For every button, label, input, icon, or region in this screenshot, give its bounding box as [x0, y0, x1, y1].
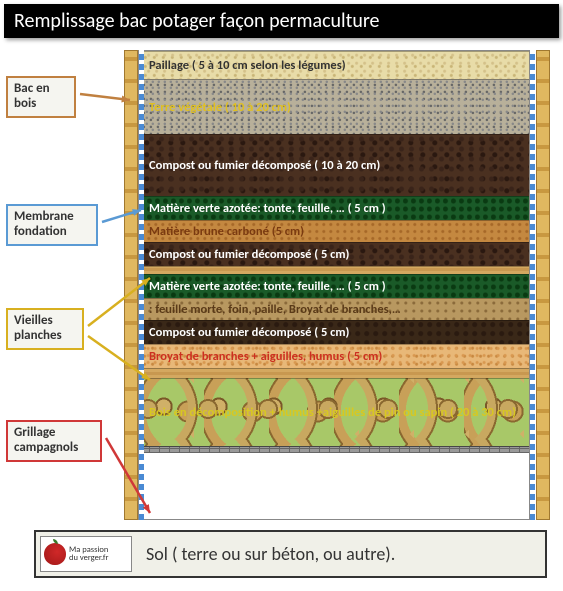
wooden-post-left — [124, 50, 138, 520]
layer-label: Bois en décomposition + humus +aiguilles… — [149, 405, 526, 420]
callout-label: Bac en bois — [14, 81, 50, 111]
wooden-post-right — [536, 50, 550, 520]
layer-row: Compost ou fumier décomposé ( 5 cm) — [139, 242, 529, 266]
layer-row: Bois en décomposition + humus +aiguilles… — [139, 378, 529, 446]
layer-row — [139, 266, 529, 274]
membrane-left — [139, 50, 144, 520]
apple-icon — [44, 543, 66, 565]
layer-label: Compost ou fumier décomposé ( 5 cm) — [149, 247, 349, 262]
layer-row: Compost ou fumier décomposé ( 5 cm) — [139, 320, 529, 344]
callout-label: Grillage campagnols — [14, 425, 78, 455]
callout-box: Grillage campagnols — [6, 420, 102, 462]
layers-container: Paillage ( 5 à 10 cm selon les légumes) T… — [138, 50, 530, 520]
layer-label: Compost ou fumier décomposé ( 10 à 20 cm… — [149, 158, 380, 173]
callout-box: Membrane fondation — [6, 204, 98, 246]
logo-text: Ma passion du verger.fr — [69, 546, 109, 563]
layer-label: Broyat de branches + aiguilles, humus ( … — [149, 349, 382, 364]
layer-row — [139, 446, 529, 453]
callout-box: Vieilles planches — [6, 308, 84, 350]
page-title: Remplissage bac potager façon permacultu… — [14, 9, 380, 33]
layer-label: Compost ou fumier décomposé ( 5 cm) — [149, 325, 349, 340]
layer-label: Terre végétale ( 10 à 20 cm) — [149, 100, 291, 115]
layer-label: Matière verte azotée: tonte, feuille, … … — [149, 201, 386, 216]
layer-label: Matière brune carboné (5 cm) — [149, 224, 304, 239]
title-bar: Remplissage bac potager façon permacultu… — [4, 4, 559, 38]
layer-label: : feuille morte, foin, paille, Broyat de… — [149, 302, 401, 317]
soil-label: Sol ( terre ou sur béton, ou autre). — [146, 543, 395, 565]
layer-row: Matière verte azotée: tonte, feuille, … … — [139, 196, 529, 220]
layer-row — [139, 368, 529, 378]
layer-row: Matière brune carboné (5 cm) — [139, 220, 529, 242]
layer-row: Paillage ( 5 à 10 cm selon les légumes) — [139, 51, 529, 79]
layer-label: Matière verte azotée: tonte, feuille, … … — [149, 279, 386, 294]
layer-row: Compost ou fumier décomposé ( 10 à 20 cm… — [139, 134, 529, 196]
layer-row: Terre végétale ( 10 à 20 cm) — [139, 79, 529, 134]
logo-badge: Ma passion du verger.fr — [40, 536, 132, 572]
membrane-right — [530, 50, 535, 520]
callout-label: Membrane fondation — [14, 209, 74, 239]
layer-row: Matière verte azotée: tonte, feuille, … … — [139, 274, 529, 298]
callout-label: Vieilles planches — [14, 313, 62, 343]
layer-label: Paillage ( 5 à 10 cm selon les légumes) — [149, 58, 346, 73]
layer-row: Broyat de branches + aiguilles, humus ( … — [139, 344, 529, 368]
callout-box: Bac en bois — [6, 76, 76, 118]
layer-row: : feuille morte, foin, paille, Broyat de… — [139, 298, 529, 320]
